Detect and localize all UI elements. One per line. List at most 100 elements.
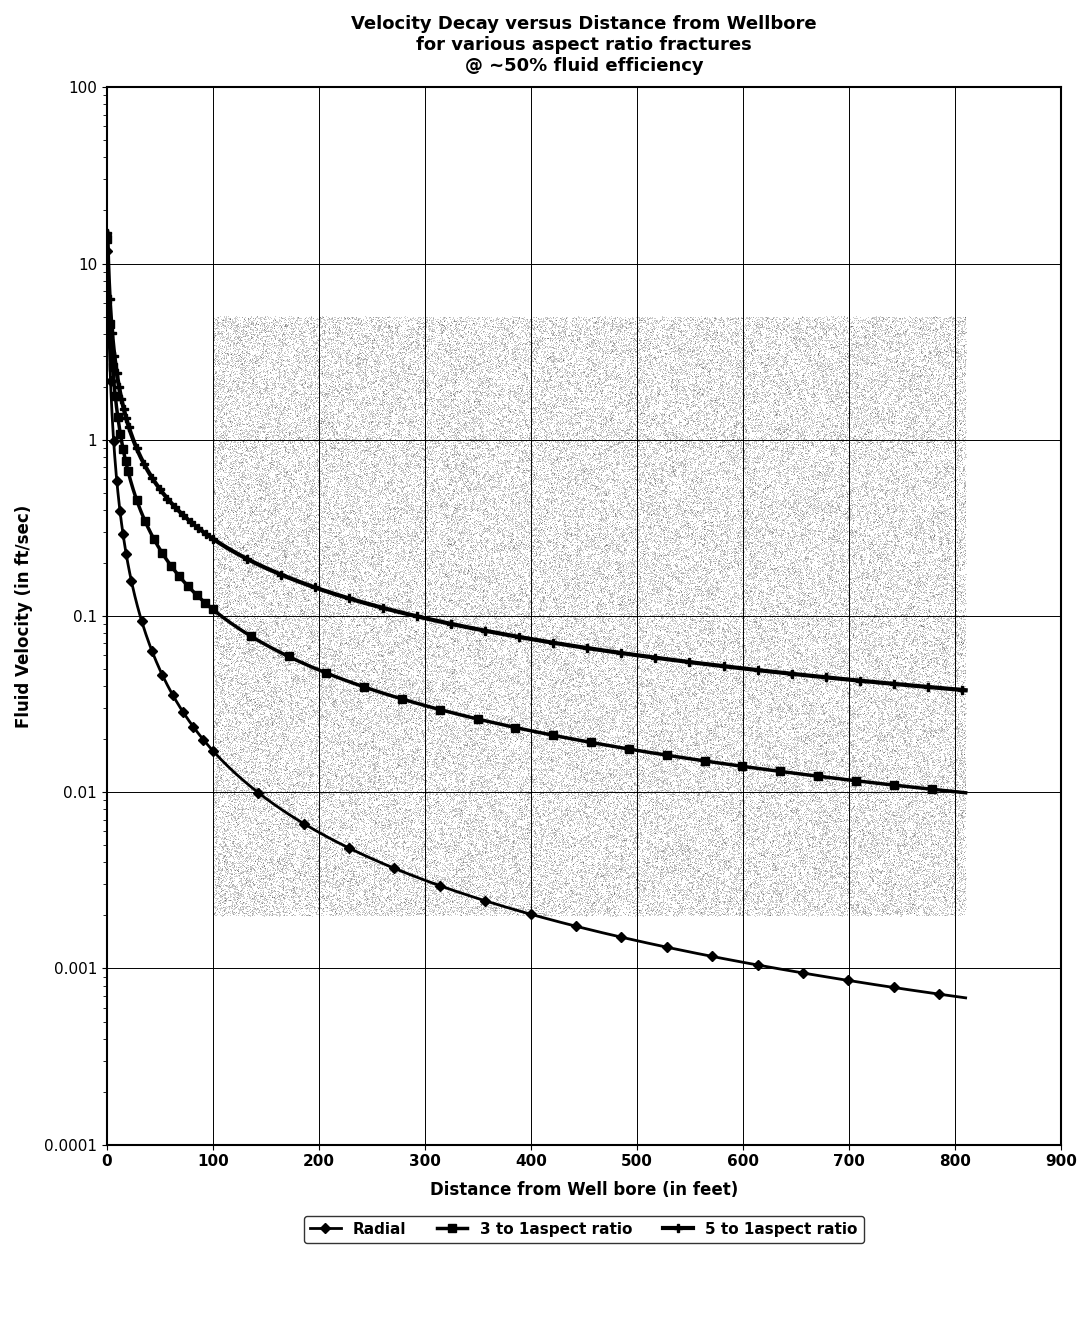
Point (603, 736, 620, 757)
Point (207, 898, 225, 920)
Point (434, 523, 451, 545)
Point (918, 502, 936, 523)
Point (523, 459, 541, 481)
Point (791, 316, 808, 338)
Point (938, 770, 956, 792)
Point (351, 388, 368, 410)
Point (371, 375, 389, 396)
Point (363, 575, 380, 597)
Point (424, 489, 441, 510)
Point (371, 391, 389, 413)
Point (536, 818, 554, 840)
Point (658, 396, 676, 418)
Point (381, 749, 399, 770)
Point (340, 314, 357, 335)
Point (627, 455, 644, 477)
Point (485, 491, 502, 513)
Point (663, 663, 680, 685)
Point (823, 850, 841, 872)
Point (336, 862, 354, 884)
Point (383, 439, 401, 461)
Point (857, 651, 875, 673)
Point (302, 741, 320, 762)
Point (406, 673, 424, 694)
Point (328, 335, 345, 356)
Point (727, 622, 745, 643)
Point (772, 725, 790, 746)
Point (472, 748, 489, 769)
Point (869, 413, 887, 434)
Point (663, 587, 680, 609)
Point (626, 435, 643, 457)
Point (406, 577, 424, 598)
Point (720, 433, 737, 454)
Point (831, 522, 848, 543)
Point (492, 882, 510, 904)
Point (756, 594, 773, 615)
Point (566, 439, 583, 461)
Point (496, 738, 513, 760)
Point (792, 311, 809, 332)
Point (474, 429, 491, 450)
Point (950, 331, 968, 352)
Point (468, 654, 486, 676)
Point (769, 429, 786, 450)
Point (644, 386, 662, 407)
Point (850, 646, 867, 668)
Point (898, 531, 915, 553)
Point (389, 410, 406, 431)
Point (459, 380, 476, 402)
Point (227, 858, 245, 880)
Point (237, 485, 254, 506)
Point (854, 529, 871, 550)
Point (714, 523, 732, 545)
Point (927, 344, 945, 366)
Point (805, 785, 822, 806)
Point (572, 469, 590, 490)
Point (572, 379, 590, 400)
Point (913, 833, 930, 854)
Point (691, 861, 709, 882)
Point (357, 852, 375, 873)
Point (319, 410, 336, 431)
Point (559, 334, 577, 355)
Point (840, 796, 857, 817)
Point (765, 797, 783, 818)
Point (907, 654, 925, 676)
Point (693, 603, 711, 625)
Point (707, 668, 724, 689)
Point (657, 343, 675, 364)
Point (857, 405, 875, 426)
Point (230, 406, 248, 427)
Point (546, 307, 563, 328)
Point (490, 764, 508, 785)
Point (510, 307, 527, 328)
Point (584, 344, 602, 366)
Point (567, 451, 584, 473)
Point (319, 657, 336, 678)
Point (292, 748, 309, 769)
Point (727, 566, 745, 587)
Point (420, 856, 438, 877)
Point (930, 409, 948, 430)
Point (946, 728, 963, 749)
Point (857, 394, 875, 415)
Point (784, 649, 802, 670)
Point (368, 597, 385, 618)
Point (274, 806, 292, 828)
Point (917, 901, 935, 922)
Point (707, 324, 724, 346)
Point (365, 896, 382, 917)
Point (314, 864, 332, 885)
Point (579, 585, 596, 606)
Point (900, 330, 917, 351)
Point (476, 593, 494, 614)
Point (410, 681, 427, 702)
Point (328, 631, 345, 653)
Point (744, 884, 761, 905)
Point (689, 745, 707, 766)
Point (248, 745, 265, 766)
Point (895, 853, 913, 874)
Point (508, 486, 525, 507)
Point (795, 340, 812, 362)
